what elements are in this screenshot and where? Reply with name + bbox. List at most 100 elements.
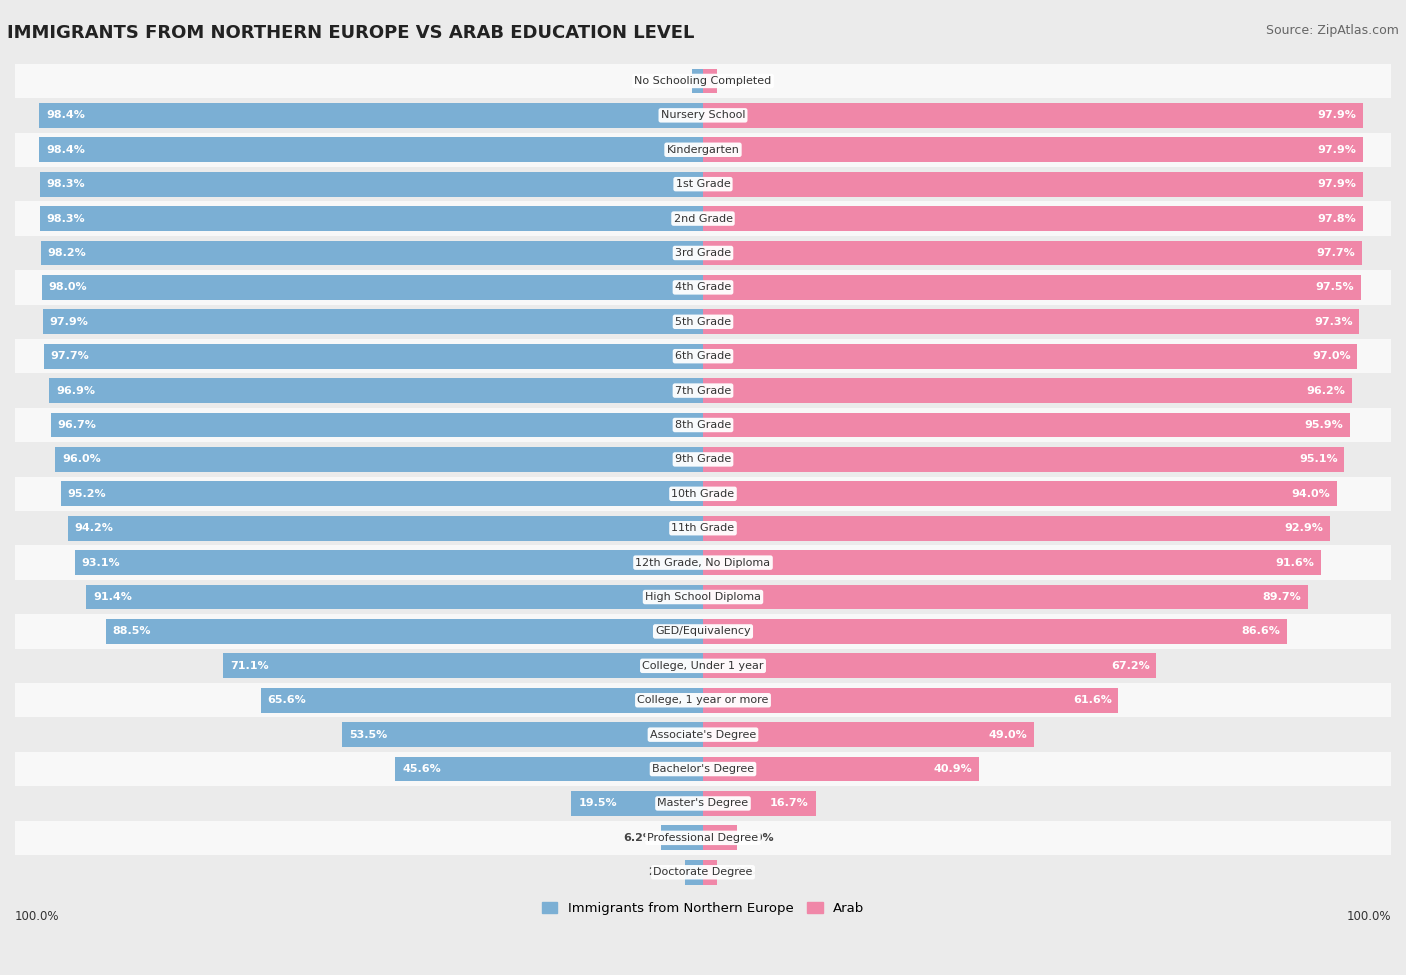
- Text: 98.2%: 98.2%: [48, 248, 86, 258]
- Legend: Immigrants from Northern Europe, Arab: Immigrants from Northern Europe, Arab: [536, 896, 870, 920]
- Text: 100.0%: 100.0%: [1347, 911, 1391, 923]
- Text: 1.7%: 1.7%: [654, 76, 685, 86]
- Bar: [75, 550, 703, 575]
- Text: Source: ZipAtlas.com: Source: ZipAtlas.com: [1265, 24, 1399, 37]
- Text: 6th Grade: 6th Grade: [675, 351, 731, 361]
- Text: 97.9%: 97.9%: [1317, 110, 1357, 120]
- Text: 98.3%: 98.3%: [46, 179, 86, 189]
- Text: 97.5%: 97.5%: [1315, 283, 1354, 292]
- Text: 88.5%: 88.5%: [112, 626, 152, 637]
- Bar: [15, 408, 1391, 443]
- Text: High School Diploma: High School Diploma: [645, 592, 761, 602]
- Text: Kindergarten: Kindergarten: [666, 144, 740, 155]
- Bar: [15, 786, 1391, 821]
- Bar: [692, 68, 703, 94]
- Bar: [703, 68, 717, 94]
- Bar: [87, 585, 703, 609]
- Bar: [15, 855, 1391, 889]
- Bar: [15, 545, 1391, 580]
- Bar: [15, 648, 1391, 683]
- Text: 5.0%: 5.0%: [744, 833, 775, 842]
- Bar: [703, 687, 1119, 713]
- Text: 97.9%: 97.9%: [1317, 144, 1357, 155]
- Bar: [15, 718, 1391, 752]
- Bar: [703, 722, 1033, 747]
- Text: Associate's Degree: Associate's Degree: [650, 729, 756, 740]
- Text: 97.7%: 97.7%: [51, 351, 90, 361]
- Bar: [42, 309, 703, 334]
- Bar: [15, 614, 1391, 648]
- Bar: [703, 137, 1364, 162]
- Bar: [342, 722, 703, 747]
- Text: 6.2%: 6.2%: [623, 833, 654, 842]
- Bar: [60, 482, 703, 506]
- Bar: [703, 275, 1361, 299]
- Text: 97.8%: 97.8%: [1317, 214, 1355, 223]
- Text: 19.5%: 19.5%: [578, 799, 617, 808]
- Text: 97.9%: 97.9%: [1317, 179, 1357, 189]
- Bar: [703, 206, 1362, 231]
- Bar: [44, 344, 703, 369]
- Text: 86.6%: 86.6%: [1241, 626, 1281, 637]
- Text: 16.7%: 16.7%: [770, 799, 808, 808]
- Bar: [15, 511, 1391, 545]
- Bar: [15, 821, 1391, 855]
- Bar: [39, 103, 703, 128]
- Bar: [67, 516, 703, 540]
- Bar: [15, 477, 1391, 511]
- Text: 10th Grade: 10th Grade: [672, 488, 734, 499]
- Text: 91.6%: 91.6%: [1275, 558, 1315, 567]
- Text: 89.7%: 89.7%: [1263, 592, 1302, 602]
- Text: 3rd Grade: 3rd Grade: [675, 248, 731, 258]
- Text: 5th Grade: 5th Grade: [675, 317, 731, 327]
- Bar: [15, 202, 1391, 236]
- Bar: [15, 580, 1391, 614]
- Text: Doctorate Degree: Doctorate Degree: [654, 868, 752, 878]
- Bar: [55, 447, 703, 472]
- Bar: [703, 619, 1286, 644]
- Bar: [703, 309, 1360, 334]
- Bar: [703, 241, 1362, 265]
- Text: 1st Grade: 1st Grade: [676, 179, 730, 189]
- Bar: [703, 482, 1337, 506]
- Text: 65.6%: 65.6%: [267, 695, 307, 705]
- Text: 96.7%: 96.7%: [58, 420, 97, 430]
- Text: 61.6%: 61.6%: [1073, 695, 1112, 705]
- Bar: [42, 275, 703, 299]
- Bar: [51, 412, 703, 438]
- Text: 2.6%: 2.6%: [648, 868, 679, 878]
- Text: Professional Degree: Professional Degree: [647, 833, 759, 842]
- Text: 2nd Grade: 2nd Grade: [673, 214, 733, 223]
- Bar: [39, 172, 703, 197]
- Bar: [703, 860, 717, 884]
- Text: 2.1%: 2.1%: [724, 868, 755, 878]
- Text: 93.1%: 93.1%: [82, 558, 121, 567]
- Text: 4th Grade: 4th Grade: [675, 283, 731, 292]
- Text: 95.1%: 95.1%: [1299, 454, 1337, 464]
- Text: 7th Grade: 7th Grade: [675, 385, 731, 396]
- Text: 98.4%: 98.4%: [46, 110, 84, 120]
- Bar: [15, 752, 1391, 786]
- Bar: [703, 172, 1364, 197]
- Bar: [39, 137, 703, 162]
- Bar: [15, 98, 1391, 133]
- Text: Master's Degree: Master's Degree: [658, 799, 748, 808]
- Text: Nursery School: Nursery School: [661, 110, 745, 120]
- Text: GED/Equivalency: GED/Equivalency: [655, 626, 751, 637]
- Text: 45.6%: 45.6%: [402, 764, 441, 774]
- Bar: [105, 619, 703, 644]
- Bar: [15, 443, 1391, 477]
- Bar: [703, 344, 1357, 369]
- Bar: [15, 304, 1391, 339]
- Bar: [395, 757, 703, 781]
- Bar: [224, 653, 703, 679]
- Text: 98.0%: 98.0%: [49, 283, 87, 292]
- Bar: [260, 687, 703, 713]
- Text: IMMIGRANTS FROM NORTHERN EUROPE VS ARAB EDUCATION LEVEL: IMMIGRANTS FROM NORTHERN EUROPE VS ARAB …: [7, 24, 695, 42]
- Text: 98.4%: 98.4%: [46, 144, 84, 155]
- Bar: [703, 412, 1350, 438]
- Text: 95.2%: 95.2%: [67, 488, 107, 499]
- Text: 97.7%: 97.7%: [1316, 248, 1355, 258]
- Bar: [15, 236, 1391, 270]
- Bar: [703, 585, 1308, 609]
